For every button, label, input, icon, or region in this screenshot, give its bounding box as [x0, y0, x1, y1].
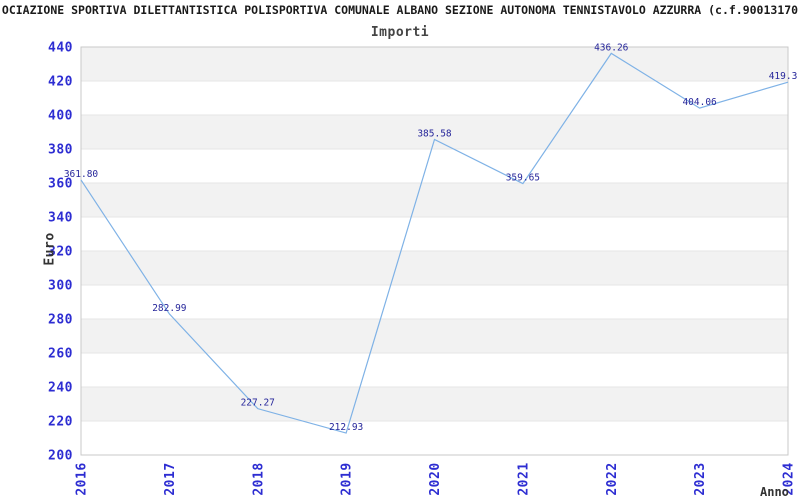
x-tick-label: 2019	[340, 462, 355, 495]
y-tick-label: 400	[48, 109, 73, 124]
data-point-label: 359.65	[506, 173, 540, 184]
plot-border	[80, 46, 789, 456]
x-tick-label: 2017	[163, 462, 178, 495]
x-tick-label: 2022	[605, 462, 620, 495]
chart-title-wrap: OCIAZIONE SPORTIVA DILETTANTISTICA POLIS…	[0, 3, 800, 19]
x-tick-label: 2024	[782, 462, 797, 495]
data-point-label: 436.26	[594, 42, 629, 53]
chart-title: OCIAZIONE SPORTIVA DILETTANTISTICA POLIS…	[1, 3, 799, 17]
plot-band	[81, 319, 788, 353]
y-tick-label: 300	[48, 279, 73, 294]
y-axis-title: Euro	[42, 232, 58, 266]
y-tick-label: 380	[48, 143, 73, 158]
plot-band	[81, 183, 788, 217]
data-point-label: 282.99	[152, 303, 187, 314]
x-tick-label: 2020	[428, 462, 443, 495]
chart-subtitle: Importi	[370, 25, 430, 40]
x-axis-title: Anno	[760, 485, 789, 499]
y-tick-label: 420	[48, 75, 73, 90]
y-tick-label: 340	[48, 211, 73, 226]
data-point-label: 385.58	[417, 129, 452, 140]
data-point-label: 361.80	[64, 169, 99, 180]
data-point-label: 227.27	[241, 398, 275, 409]
x-tick-label: 2023	[693, 462, 708, 495]
plot-band	[81, 387, 788, 421]
y-tick-label: 440	[48, 41, 73, 56]
y-tick-label: 280	[48, 313, 73, 328]
y-tick-label: 320	[48, 245, 73, 260]
plot-band	[81, 47, 788, 81]
x-tick-label: 2021	[516, 462, 531, 495]
data-line	[80, 52, 789, 434]
y-tick-label: 220	[48, 415, 73, 430]
x-tick-label: 2016	[75, 462, 90, 495]
y-tick-label: 360	[48, 177, 73, 192]
y-tick-label: 260	[48, 347, 73, 362]
plot-band	[81, 251, 788, 285]
y-tick-label: 240	[48, 381, 73, 396]
y-tick-label: 200	[48, 449, 73, 464]
data-point-label: 419.3	[769, 71, 798, 82]
data-point-label: 212.93	[329, 422, 363, 433]
plot-band	[81, 115, 788, 149]
x-tick-label: 2018	[251, 462, 266, 495]
data-point-label: 404.06	[682, 97, 717, 108]
